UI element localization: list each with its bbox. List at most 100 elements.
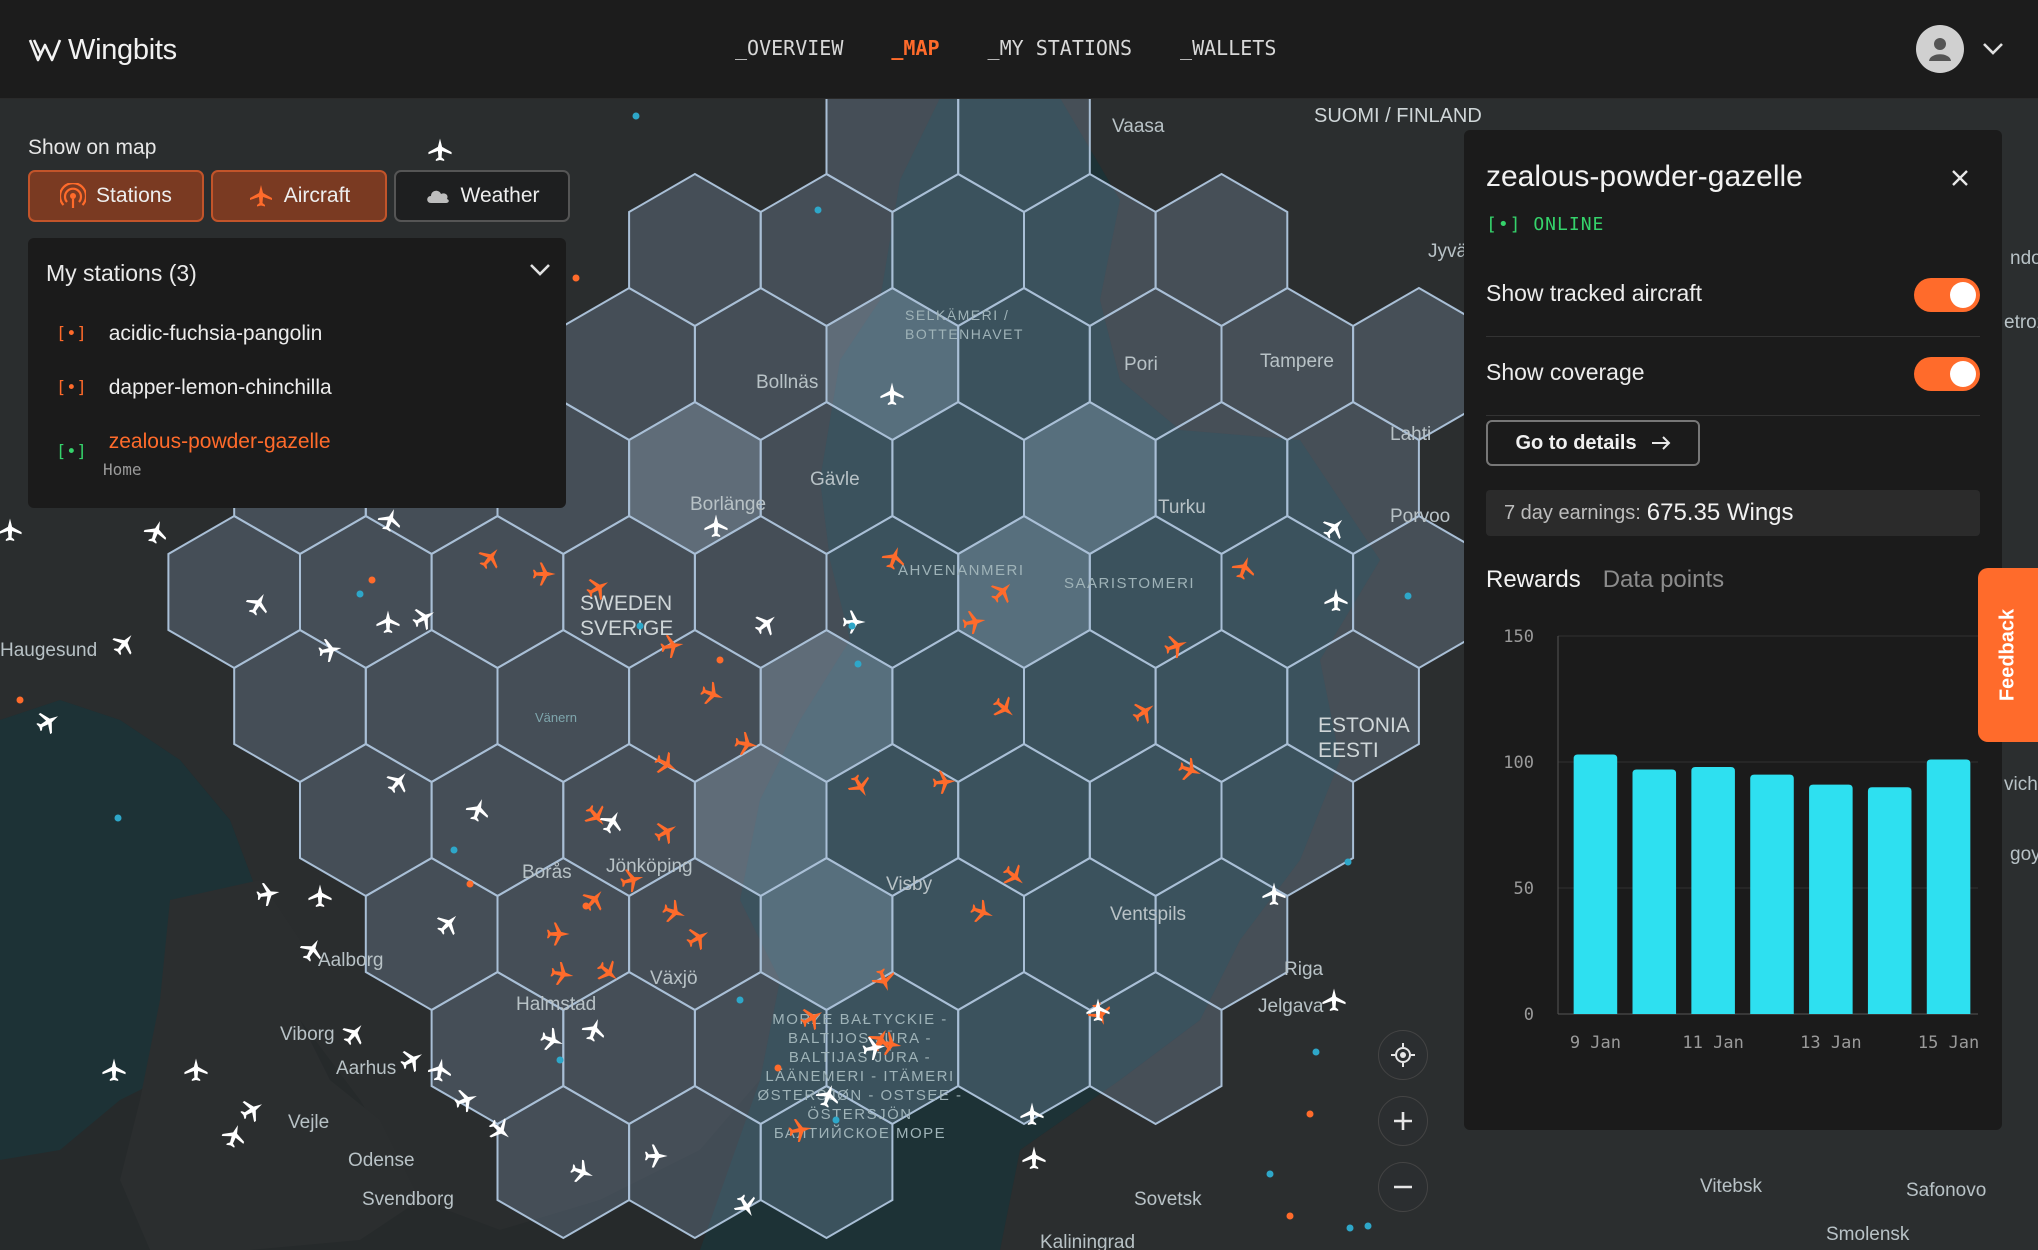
aircraft-layer-button[interactable]: Aircraft [211, 170, 387, 222]
station-item-zealous-powder-gazelle[interactable]: [•] zealous-powder-gazelle [56, 430, 331, 462]
tab-rewards[interactable]: Rewards [1486, 566, 1581, 593]
aircraft-marker [581, 1019, 605, 1042]
map-label-aarhus: Aarhus [336, 1058, 396, 1079]
station-title: zealous-powder-gazelle [1486, 160, 1803, 193]
map-label-borlange: Borlänge [690, 494, 766, 515]
map-label-viborg: Viborg [280, 1024, 335, 1045]
aircraft-marker [1020, 1102, 1044, 1126]
station-dot [1364, 1222, 1372, 1230]
station-dot [1312, 1048, 1320, 1056]
tab-data-points[interactable]: Data points [1602, 566, 1725, 593]
aircraft-marker [842, 610, 866, 634]
weather-layer-label: Weather [460, 184, 540, 207]
map-label-sovetsk: Sovetsk [1134, 1189, 1202, 1210]
feedback-button[interactable]: Feedback [1978, 568, 2038, 742]
aircraft-marker [412, 609, 435, 631]
map-label-odense: Odense [348, 1150, 415, 1171]
close-icon[interactable] [1948, 166, 1972, 190]
aircraft-marker [36, 713, 59, 735]
aircraft-marker-tracked [532, 562, 556, 586]
aircraft-marker [733, 1194, 755, 1217]
chart-x-ticks: 9 Jan 11 Jan 13 Jan 15 Jan [1570, 1033, 1979, 1053]
aircraft-marker [256, 882, 280, 907]
station-name: acidic-fuchsia-pangolin [108, 322, 323, 345]
logo[interactable]: Wingbits [28, 30, 177, 70]
toggle-row-tracked-aircraft: Show tracked aircraft [1486, 258, 1980, 337]
bar[interactable] [1573, 754, 1618, 1014]
earnings-summary: 7 day earnings: 675.35 Wings [1486, 490, 1980, 536]
earnings-label: 7 day earnings: [1504, 501, 1641, 524]
x-tick-label: 11 Jan [1682, 1033, 1743, 1053]
toggle-label: Show tracked aircraft [1486, 280, 1703, 306]
aircraft-marker [1322, 988, 1346, 1012]
account-menu[interactable] [1916, 25, 2004, 73]
map-label-vitebsk: Vitebsk [1700, 1176, 1762, 1197]
aircraft-marker [400, 1051, 423, 1073]
aircraft-marker [0, 518, 22, 542]
zoom-out-button[interactable] [1378, 1162, 1428, 1212]
stations-layer-button[interactable]: Stations [28, 170, 204, 222]
bar[interactable] [1691, 767, 1735, 1014]
aircraft-marker [436, 915, 457, 936]
aircraft-marker-tracked [871, 968, 895, 991]
aircraft-marker [1262, 882, 1286, 906]
arrow-right-icon [1651, 436, 1670, 450]
stations-layer-label: Stations [96, 184, 172, 207]
station-dot [814, 206, 822, 214]
aircraft-marker-tracked [1231, 557, 1255, 580]
go-to-details-button[interactable]: Go to details [1486, 420, 1700, 466]
y-tick-label: 0 [1524, 1005, 1534, 1025]
aircraft-marker [815, 1085, 839, 1108]
x-tick-label: 15 Jan [1918, 1033, 1979, 1053]
station-dot [356, 590, 364, 598]
aircraft-marker-tracked [596, 960, 617, 980]
brand-name: Wingbits [68, 33, 177, 66]
map-label-estonia: ESTONIA EESTI [1318, 714, 1410, 762]
bar[interactable] [1750, 774, 1794, 1014]
map-label-bollnas: Bollnäs [756, 372, 818, 393]
station-item-dapper-lemon-chinchilla[interactable]: [•] dapper-lemon-chinchilla [56, 376, 332, 400]
map-label-vejle: Vejle [288, 1112, 329, 1133]
bar[interactable] [1926, 759, 1971, 1014]
locate-button[interactable] [1378, 1030, 1428, 1080]
nav-wallets[interactable]: _WALLETS [1180, 36, 1277, 60]
map-label-lahti: Lahti [1390, 424, 1431, 445]
coverage-toggle[interactable] [1914, 357, 1980, 391]
map-label-selkameri: SELKÄMERI / BOTTENHAVET [905, 307, 1024, 342]
zoom-in-button[interactable] [1378, 1096, 1428, 1146]
station-dot [466, 880, 474, 888]
coverage-hex [759, 1084, 894, 1240]
map-label-haugesund: Haugesund [0, 640, 97, 661]
aircraft-marker-tracked [478, 549, 498, 570]
chevron-down-icon[interactable] [528, 262, 552, 278]
nav-my-stations[interactable]: _MY STATIONS [987, 36, 1133, 60]
map-label-visby: Visby [886, 874, 933, 895]
avatar[interactable] [1916, 25, 1964, 73]
y-tick-label: 100 [1503, 753, 1534, 773]
nav-overview[interactable]: _OVERVIEW [735, 36, 844, 60]
aircraft-marker [428, 138, 452, 162]
map-label-saaristomeri: SAARISTOMERI [1064, 575, 1195, 592]
station-dot [114, 814, 122, 822]
map-label-pori: Pori [1124, 354, 1158, 375]
station-dot [1306, 1110, 1314, 1118]
aircraft-marker-tracked [1002, 864, 1023, 884]
aircraft-marker-tracked [620, 869, 644, 893]
map-label-vaxjo: Växjö [650, 968, 698, 989]
map-label-kaliningrad: Kaliningrad [1040, 1232, 1135, 1250]
main-nav: _OVERVIEW _MAP _MY STATIONS _WALLETS [735, 36, 1276, 60]
aircraft-marker-tracked [546, 922, 570, 946]
bar[interactable] [1867, 787, 1912, 1014]
nav-map[interactable]: _MAP [891, 36, 940, 60]
my-stations-header[interactable]: My stations (3) [46, 260, 197, 286]
station-item-acidic-fuchsia-pangolin[interactable]: [•] acidic-fuchsia-pangolin [56, 322, 322, 346]
station-dot [1404, 592, 1412, 600]
x-tick-label: 9 Jan [1570, 1033, 1621, 1053]
tracked-aircraft-toggle[interactable] [1914, 278, 1980, 312]
weather-layer-button[interactable]: Weather [394, 170, 570, 222]
aircraft-marker-tracked [654, 751, 677, 773]
bar[interactable] [1632, 769, 1677, 1014]
bar[interactable] [1809, 784, 1853, 1014]
chevron-down-icon[interactable] [1982, 42, 2004, 56]
aircraft-marker [112, 635, 132, 656]
